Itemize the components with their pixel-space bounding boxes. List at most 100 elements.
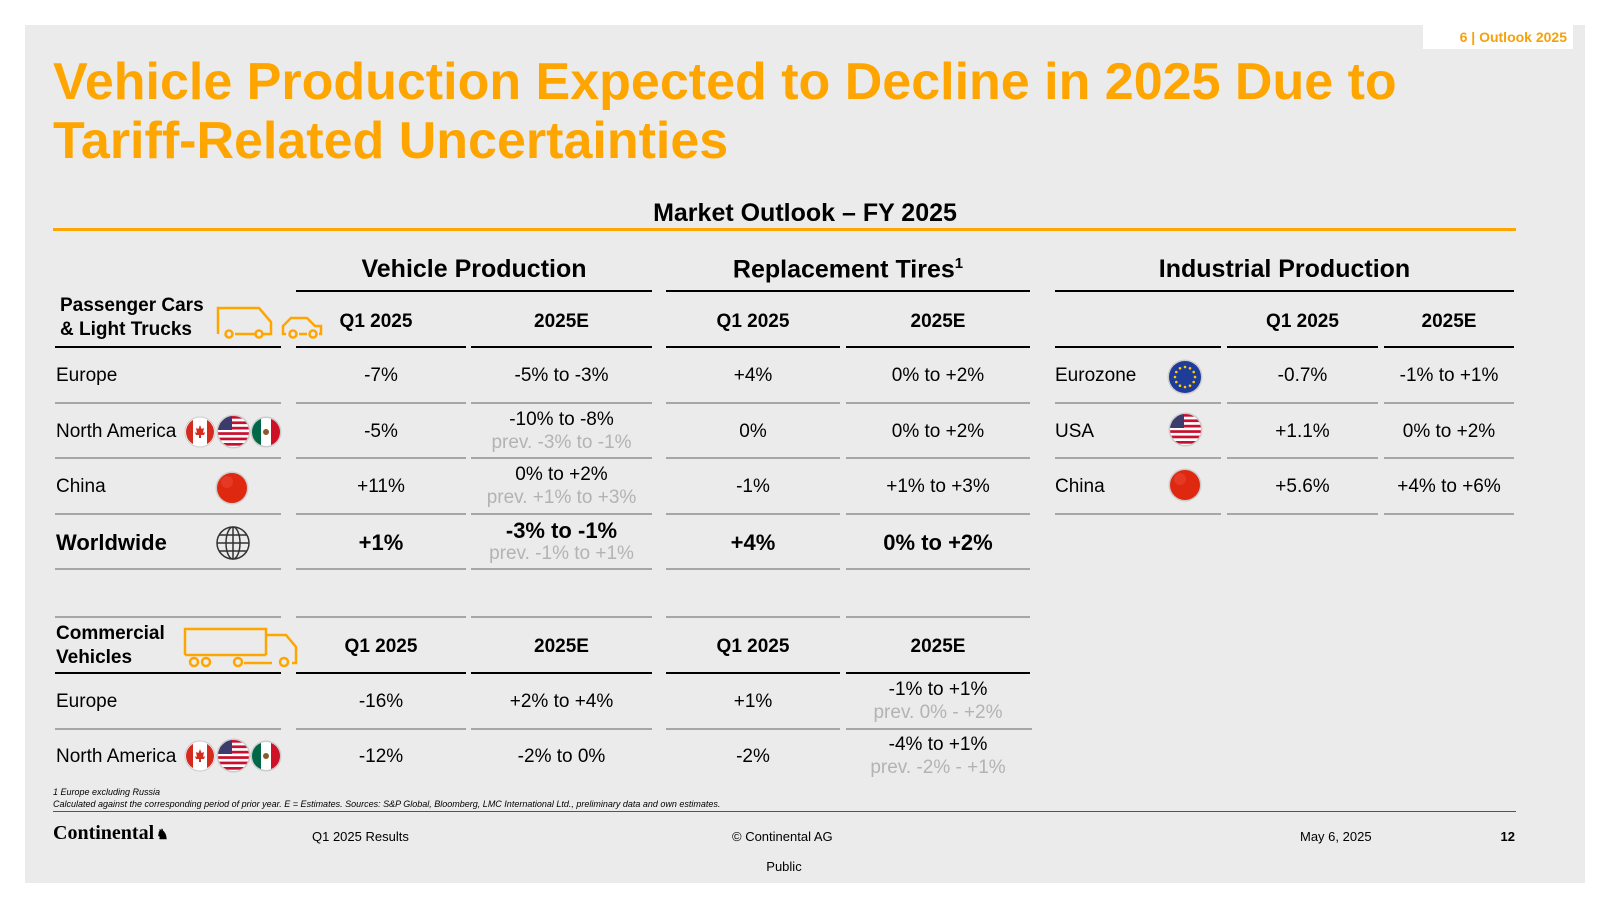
section-line [296,616,466,618]
cv-vp-q1-north-america: -12% [358,745,404,767]
truck-icon [183,627,298,668]
header-underline [846,672,1030,674]
region-europe: Europe [56,364,118,386]
ip-2025e-china: +4% to +6% [1397,475,1501,497]
row-line [1055,513,1221,515]
ip-region-eurozone: Eurozone [1055,364,1137,386]
row-line [666,513,840,515]
col-header-vp-q1: Q1 2025 [339,310,413,332]
row-line [471,457,652,459]
cv-vp-2025e-europe: +2% to +4% [509,690,614,712]
cv-vp-q1-europe: -16% [358,690,404,712]
cv-rt-2025e-north-america: -4% to +1% prev. -2% - +1% [846,729,1030,783]
segment-label-line2: & Light Trucks [60,319,192,340]
canada-flag-icon [184,740,216,772]
group-underline [1055,290,1514,292]
vp-2025e-value: 0% to +2% [515,464,608,485]
row-line [1384,402,1514,404]
rt-q1-europe: +4% [733,364,773,386]
segment-label-line2: Vehicles [56,647,133,668]
cv-col-header-vp-q1: Q1 2025 [344,635,418,657]
ip-q1-china: +5.6% [1275,475,1330,497]
section-line [471,616,652,618]
vp-q1-china: +11% [357,475,405,497]
region-worldwide: Worldwide [56,529,167,555]
header-underline [296,346,466,348]
group-vehicle-production: Vehicle Production [361,255,587,283]
header-underline [1227,346,1378,348]
col-header-rt-q1: Q1 2025 [716,310,790,332]
row-line [296,402,466,404]
header-underline [1055,346,1221,348]
eu-flag-icon [1167,359,1203,395]
cv-vp-2025e-north-america: -2% to 0% [517,745,606,767]
row-line [1384,457,1514,459]
usa-flag-icon [216,738,251,773]
header-underline [471,346,652,348]
segment-label-line1: Passenger Cars [60,295,204,316]
mexico-flag-icon [250,416,282,448]
header-underline [1384,346,1514,348]
region-north-america: North America [56,420,177,442]
cv-col-header-vp-2025e: 2025E [534,635,589,657]
row-line [55,568,281,570]
china-flag-icon [215,471,249,505]
ip-region-china: China [1055,475,1105,497]
vp-2025e-north-america: -10% to -8% prev. -3% to -1% [471,404,652,458]
vp-q1-worldwide: +1% [358,529,404,555]
header-underline [296,672,466,674]
cv-col-header-rt-q1: Q1 2025 [716,635,790,657]
row-line [666,402,840,404]
rt-2025e-worldwide: 0% to +2% [883,529,993,555]
cv-rt-2025e-prev: prev. 0% - +2% [873,702,1003,723]
ip-2025e-usa: 0% to +2% [1402,420,1496,442]
row-line [55,728,281,730]
row-line [846,568,1030,570]
row-line [846,513,1030,515]
ip-region-usa: USA [1055,420,1095,442]
row-line [666,728,840,730]
rt-q1-worldwide: +4% [730,529,776,555]
row-line [296,457,466,459]
footer-report: Q1 2025 Results [312,829,409,844]
group-underline [296,290,652,292]
logo-text: Continental [53,822,155,844]
vp-2025e-prev: prev. -1% to +1% [489,543,634,564]
cv-rt-2025e-value: -4% to +1% [888,734,988,755]
row-line [1055,402,1221,404]
group-replacement-tires: Replacement Tires1 [666,255,1030,284]
header-underline [846,346,1030,348]
vp-2025e-prev: prev. +1% to +3% [486,487,637,508]
segment-label-line1: Commercial [56,623,165,644]
rt-q1-north-america: 0% [739,420,767,442]
header-underline [471,672,652,674]
cv-rt-2025e-europe: -1% to +1% prev. 0% - +2% [846,674,1030,728]
vp-q1-north-america: -5% [364,420,398,442]
rt-q1-china: -1% [736,475,770,497]
cv-rt-q1-north-america: -2% [736,745,770,767]
rt-2025e-north-america: 0% to +2% [891,420,985,442]
section-line [846,616,1030,618]
section-line [666,616,840,618]
slide: 6 | Outlook 2025 Vehicle Production Expe… [25,25,1585,883]
row-line [1384,513,1514,515]
cv-rt-2025e-prev: prev. -2% - +1% [870,757,1006,778]
segment-passenger-cars: Passenger Cars & Light Trucks [60,294,204,342]
car-truck-icon [216,306,323,339]
rt-2025e-europe: 0% to +2% [891,364,985,386]
row-line [55,457,281,459]
row-line [1055,457,1221,459]
globe-icon [216,526,250,560]
row-line [55,402,281,404]
china-flag-icon [1168,468,1202,502]
usa-flag-icon [216,414,251,449]
group-industrial-production: Industrial Production [1158,255,1411,283]
row-line [471,513,652,515]
classification-label: Public [766,859,802,874]
row-line [55,513,281,515]
col-header-rt-2025e: 2025E [910,310,966,332]
row-line [471,402,652,404]
page-title: Vehicle Production Expected to Decline i… [53,53,1513,171]
cv-rt-q1-europe: +1% [733,690,773,712]
vp-q1-europe: -7% [364,364,398,386]
